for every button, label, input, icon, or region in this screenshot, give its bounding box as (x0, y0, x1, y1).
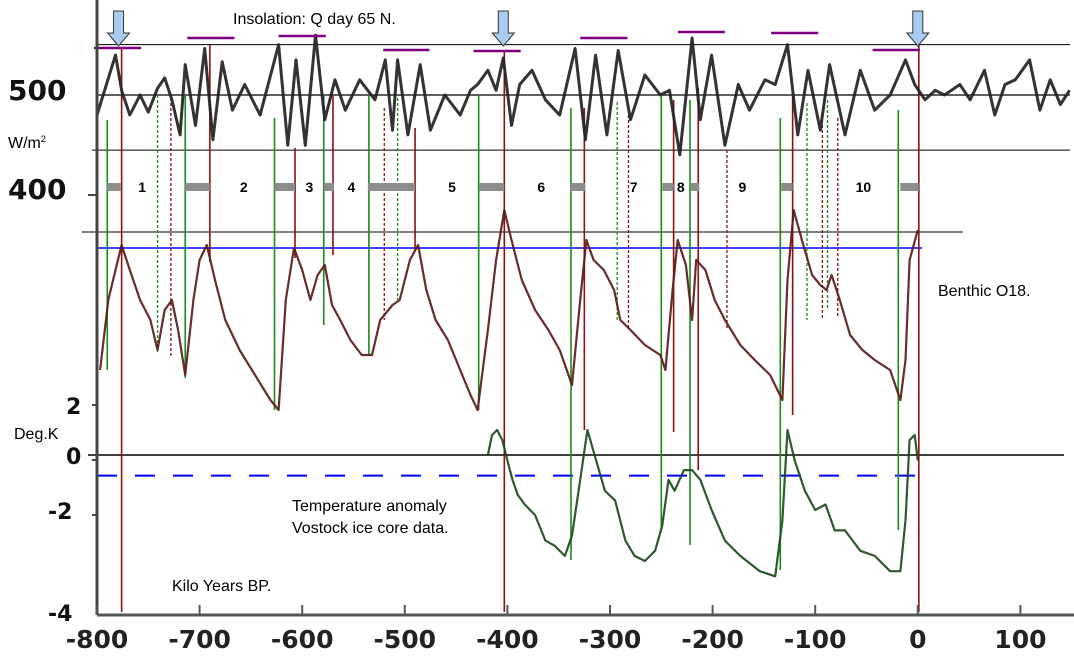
period-bar (323, 183, 335, 191)
axes: -800 -700 -600 -500 -400 -300 -200 -100 0 100 (66, 0, 1074, 654)
insolation-axis-label: W/m2 (8, 134, 46, 152)
reference-lines (82, 44, 1070, 477)
data-series (95, 33, 1071, 578)
chart-title: Insolation: Q day 65 N. (233, 11, 396, 28)
period-label-9: 9 (738, 179, 746, 195)
temp-tick-2: 2 (66, 395, 81, 420)
temperature-axis-label: Deg.K (14, 426, 59, 443)
x-tick-label: -800 (66, 625, 129, 654)
x-tick-label: -600 (271, 625, 334, 654)
period-label-6: 6 (537, 179, 545, 195)
period-bar (274, 183, 296, 191)
y-tick-500: 500 (8, 74, 66, 107)
period-label-2: 2 (240, 179, 248, 195)
down-arrow-icon (106, 10, 131, 47)
benthic-o18-curve (99, 208, 919, 412)
period-bar (781, 183, 793, 191)
period-label-4: 4 (348, 179, 356, 195)
x-tick-label: -200 (681, 625, 744, 654)
period-label-10: 10 (856, 179, 872, 195)
y-tick-400: 400 (8, 173, 66, 206)
period-bar (662, 183, 674, 191)
period-bar (479, 183, 505, 191)
period-label-3: 3 (305, 179, 313, 195)
period-bar (569, 183, 586, 191)
temperature-curve (486, 428, 919, 578)
x-tick-label: -300 (579, 625, 642, 654)
period-label-5: 5 (448, 179, 456, 195)
insolation-curve (95, 33, 1071, 157)
x-tick-label: 100 (994, 625, 1046, 654)
period-bars: 1 2 3 4 5 6 7 8 9 10 (107, 179, 919, 195)
x-tick-label: -700 (168, 625, 231, 654)
period-label-7: 7 (630, 179, 638, 195)
temperature-annotation-line1: Temperature anomaly (292, 498, 447, 515)
down-arrow-icon (905, 10, 930, 47)
x-tick-label: -400 (476, 625, 539, 654)
x-tick-label: 0 (909, 625, 926, 654)
temp-tick-minus2: -2 (48, 500, 72, 525)
temperature-annotation-line2: Vostock ice core data. (292, 520, 449, 537)
period-bar (185, 183, 210, 191)
benthic-label: Benthic O18. (938, 283, 1031, 300)
temp-tick-0: 0 (66, 445, 81, 470)
period-bar (107, 183, 121, 191)
period-label-1: 1 (138, 179, 146, 195)
period-bar (367, 183, 416, 191)
x-tick-label: -500 (374, 625, 437, 654)
period-label-8: 8 (677, 179, 685, 195)
insolation-peak-markers (93, 10, 930, 53)
down-arrow-icon (491, 10, 516, 47)
period-bar (900, 183, 919, 191)
x-tick-label: -100 (784, 625, 847, 654)
temp-tick-minus4: -4 (48, 602, 72, 627)
x-axis-label: Kilo Years BP. (172, 578, 271, 595)
period-bar (691, 183, 700, 191)
